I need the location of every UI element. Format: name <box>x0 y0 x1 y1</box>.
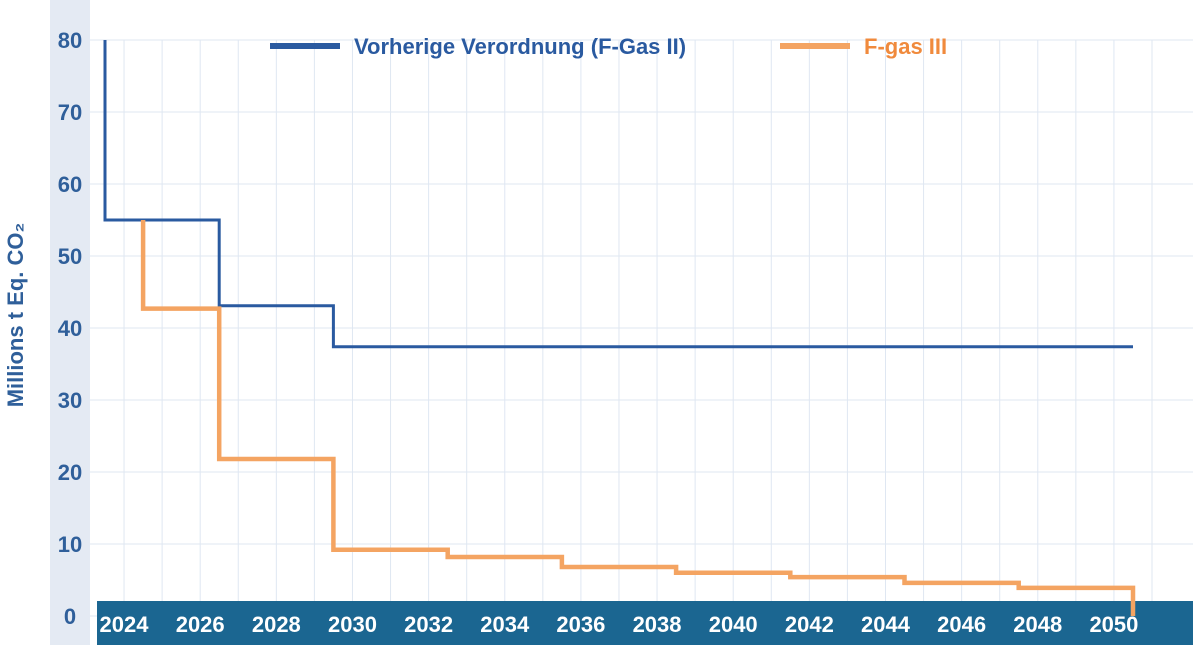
series-line-2 <box>140 220 1136 616</box>
series-layer <box>103 40 1136 616</box>
y-tick-label: 50 <box>58 244 82 269</box>
y-tick-label: 20 <box>58 460 82 485</box>
x-tick-label: 2038 <box>633 612 682 637</box>
y-tick-label: 80 <box>58 28 82 53</box>
x-tick-label-layer: 2024 2026 2028 2030 2032 2034 2036 2038 2040 2042… <box>100 612 1139 637</box>
y-tick-label: 40 <box>58 316 82 341</box>
x-tick-label: 2046 <box>937 612 986 637</box>
x-tick-label: 2028 <box>252 612 301 637</box>
series-line-1 <box>103 40 1133 349</box>
x-tick-label: 2032 <box>404 612 453 637</box>
y-axis-strip <box>50 0 90 645</box>
y-tick-label: 60 <box>58 172 82 197</box>
y-tick-label-layer: 0 10 20 30 40 50 60 70 80 <box>58 28 82 629</box>
y-tick-label: 30 <box>58 388 82 413</box>
legend-label-2: F-gas III <box>864 34 947 59</box>
x-tick-label: 2030 <box>328 612 377 637</box>
x-tick-label: 2042 <box>785 612 834 637</box>
x-tick-label: 2026 <box>176 612 225 637</box>
x-tick-label: 2048 <box>1013 612 1062 637</box>
x-tick-label: 2040 <box>709 612 758 637</box>
x-axis-band-layer <box>97 601 1193 645</box>
x-tick-label: 2034 <box>480 612 530 637</box>
y-axis-title: Millions t Eq. CO₂ <box>3 223 28 408</box>
x-axis-band <box>97 601 1193 645</box>
y-tick-label: 70 <box>58 100 82 125</box>
y-tick-label: 0 <box>64 604 76 629</box>
x-tick-label: 2050 <box>1089 612 1138 637</box>
legend-label-1: Vorherige Verordnung (F-Gas II) <box>354 34 686 59</box>
x-tick-label: 2036 <box>556 612 605 637</box>
x-tick-label: 2044 <box>861 612 911 637</box>
legend: Vorherige Verordnung (F-Gas II) F-gas III <box>270 34 947 59</box>
x-tick-label: 2024 <box>100 612 150 637</box>
background-layer <box>50 0 90 645</box>
y-tick-label: 10 <box>58 532 82 557</box>
grid-layer <box>90 39 1193 617</box>
